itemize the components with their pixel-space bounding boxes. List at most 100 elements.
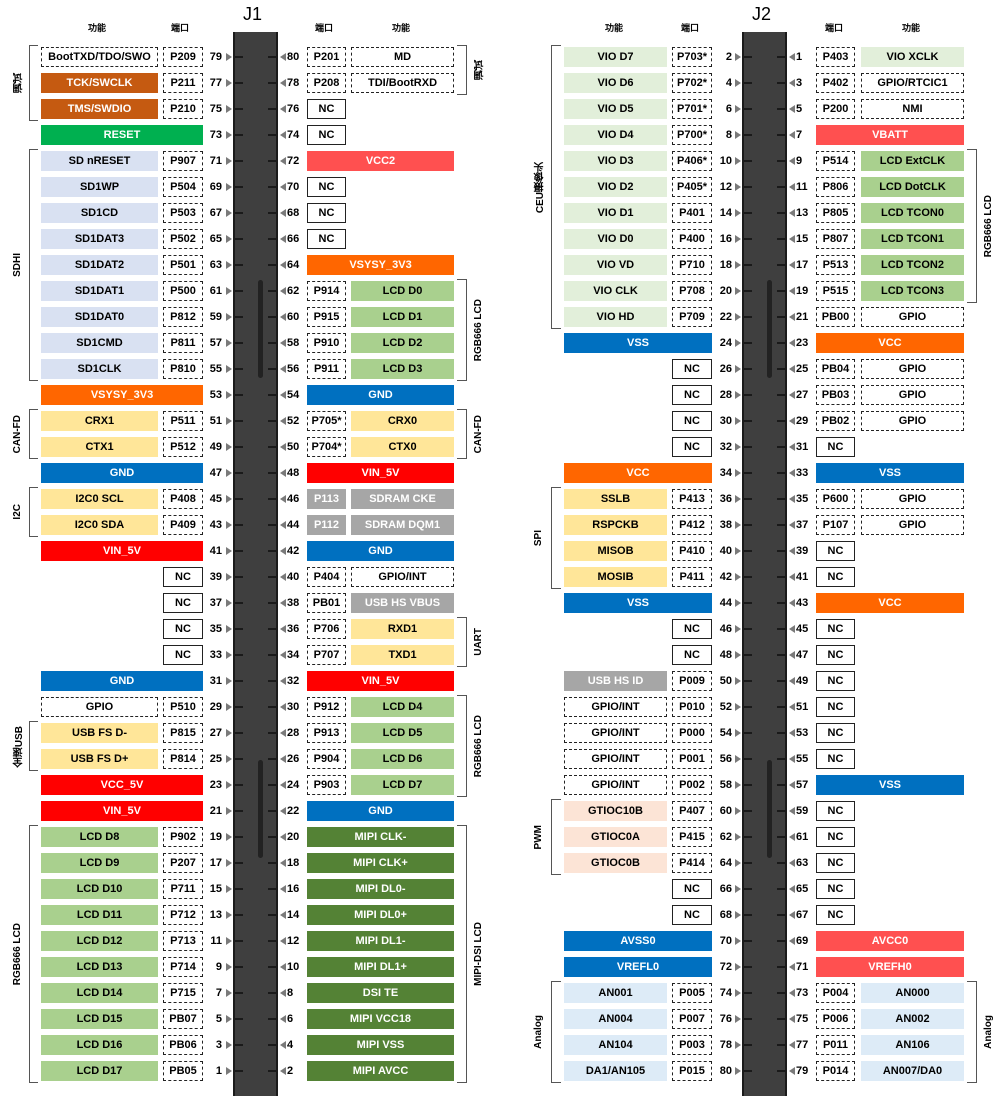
j1-right-pin-36-pin-mark: [268, 628, 276, 630]
j1-right-pin-6-function: MIPI VCC18: [307, 1009, 454, 1029]
j2-left-pin-80-number: 80: [719, 1065, 732, 1077]
j2-right-pin-13-pin-mark: [777, 212, 785, 214]
j2-right-pin-67-pin-mark: [777, 914, 785, 916]
j1-right-pin-72-function: VCC2: [307, 151, 454, 171]
j1-right-pin-12-number: 12: [287, 935, 300, 947]
j2-left-pin-68-arrow: [735, 911, 741, 919]
j2-left-group-bracket-3: [551, 981, 561, 1083]
j1-left-pin-25-number: 25: [209, 753, 222, 765]
j2-right-pin-31-pin-mark: [777, 446, 785, 448]
j2-left-pin-10-arrow: [735, 157, 741, 165]
j1-left-pin-29-port: P510: [163, 697, 203, 717]
j1-right-pin-76-number: 76: [287, 103, 300, 115]
j2-right-pin-43-arrow: [789, 599, 795, 607]
j1-right-pin-68-pin-mark: [268, 212, 276, 214]
j1-left-pin-23-number: 23: [209, 779, 222, 791]
j2-right-pin-61-arrow: [789, 833, 795, 841]
j1-right-pin-46-function: SDRAM CKE: [351, 489, 454, 509]
j1-right-pin-14-pin-mark: [268, 914, 276, 916]
j1-right-pin-8-number: 8: [287, 987, 294, 999]
j2-left-pin-22-number: 22: [719, 311, 732, 323]
j2-left-pin-74-arrow: [735, 989, 741, 997]
j1-left-pin-25-pin-mark: [235, 758, 243, 760]
j1-left-pin-3-arrow: [226, 1041, 232, 1049]
j2-left-pin-28-number: 28: [719, 389, 732, 401]
j2-right-pin-25-function: GPIO: [861, 359, 964, 379]
j2-left-pin-80-arrow: [735, 1067, 741, 1075]
j1-left-pin-71-number: 71: [209, 155, 222, 167]
j2-left-pin-78-port: P003: [672, 1035, 712, 1055]
j2-right-pin-47-pin-mark: [777, 654, 785, 656]
j2-left-pin-78-pin-mark: [744, 1044, 752, 1046]
j2-left-pin-16-function: VIO D0: [564, 229, 667, 249]
j2-left-pin-36-function: SSLB: [564, 489, 667, 509]
j2-right-pin-9-pin-mark: [777, 160, 785, 162]
j1-right-pin-62-function: LCD D0: [351, 281, 454, 301]
j1-right-pin-42-number: 42: [287, 545, 300, 557]
j2-left-pin-68-number: 68: [719, 909, 732, 921]
j1-left-pin-43-number: 43: [209, 519, 222, 531]
j2-left-pin-48-pin-mark: [744, 654, 752, 656]
j1-left-pin-73-pin-mark: [235, 134, 243, 136]
j1-right-pin-10-function: MIPI DL1+: [307, 957, 454, 977]
j2-right-pin-9-port: P514: [816, 151, 855, 171]
j2-left-pin-6-number: 6: [725, 103, 732, 115]
j1-right-pin-38-number: 38: [287, 597, 300, 609]
j1-right-pin-32-arrow: [280, 677, 286, 685]
j2-right-pin-47-port: NC: [816, 645, 855, 665]
j2-right-pin-71-function: VREFH0: [816, 957, 964, 977]
j1-left-pin-11-number: 11: [210, 935, 222, 947]
j1-left-pin-9-pin-mark: [235, 966, 243, 968]
j2-right-pin-79-arrow: [789, 1067, 795, 1075]
j1-right-group-label-5: MIPI-DSI LCD: [473, 922, 484, 986]
j2-left-pin-4-arrow: [735, 79, 741, 87]
j2-left-pin-68-port: NC: [672, 905, 712, 925]
j1-left-pin-37-pin-mark: [235, 602, 243, 604]
j2-left-pin-54-pin-mark: [744, 732, 752, 734]
j1-left-pin-9-function: LCD D13: [41, 957, 158, 977]
j2-left-pin-38-arrow: [735, 521, 741, 529]
j1-right-pin-66-port: NC: [307, 229, 346, 249]
j1-left-pin-61-number: 61: [209, 285, 222, 297]
j2-right-pin-63-arrow: [789, 859, 795, 867]
j2-left-pin-34-arrow: [735, 469, 741, 477]
j1-left-group-bracket-1: [29, 149, 38, 381]
j1-left-pin-77-pin-mark: [235, 82, 243, 84]
j2-right-pin-61-port: NC: [816, 827, 855, 847]
j2-left-pin-66-pin-mark: [744, 888, 752, 890]
j2-left-pin-26-pin-mark: [744, 368, 752, 370]
j2-right-pin-61-number: 61: [796, 831, 809, 843]
j2-left-pin-36-number: 36: [719, 493, 732, 505]
j1-left-pin-67-pin-mark: [235, 212, 243, 214]
j2-right-pin-13-arrow: [789, 209, 795, 217]
j1-left-pin-19-pin-mark: [235, 836, 243, 838]
j2-left-pin-56-port: P001: [672, 749, 712, 769]
j1-left-pin-59-function: SD1DAT0: [41, 307, 158, 327]
j1-left-pin-13-arrow: [226, 911, 232, 919]
j1-right-pin-62-arrow: [280, 287, 286, 295]
j1-right-pin-42-pin-mark: [268, 550, 276, 552]
j1-left-pin-65-number: 65: [209, 233, 222, 245]
j1-right-pin-58-arrow: [280, 339, 286, 347]
j2-left-pin-26-arrow: [735, 365, 741, 373]
j2-left-pin-12-pin-mark: [744, 186, 752, 188]
j1-right-pin-36-function: RXD1: [351, 619, 454, 639]
j2-left-pin-32-number: 32: [719, 441, 732, 453]
j1-right-pin-60-number: 60: [287, 311, 300, 323]
j2-right-pin-41-number: 41: [796, 571, 809, 583]
j2-left-pin-66-arrow: [735, 885, 741, 893]
j1-left-pin-19-number: 19: [209, 831, 222, 843]
j1-right-pin-44-pin-mark: [268, 524, 276, 526]
j1-left-pin-79-function: BootTXD/TDO/SWO: [41, 47, 158, 67]
j2-left-pin-66-number: 66: [719, 883, 732, 895]
j1-left-group-label-3: I2C: [12, 504, 23, 520]
j2-right-pin-25-port: PB04: [816, 359, 855, 379]
j2-left-pin-78-number: 78: [719, 1039, 732, 1051]
j1-left-pin-23-pin-mark: [235, 784, 243, 786]
j1-left-pin-27-function: USB FS D-: [41, 723, 158, 743]
j2-right-pin-55-port: NC: [816, 749, 855, 769]
j1-right-pin-28-pin-mark: [268, 732, 276, 734]
j2-left-pin-14-function: VIO D1: [564, 203, 667, 223]
j2-right-pin-1-port: P403: [816, 47, 855, 67]
j2-left-pin-40-port: P410: [672, 541, 712, 561]
